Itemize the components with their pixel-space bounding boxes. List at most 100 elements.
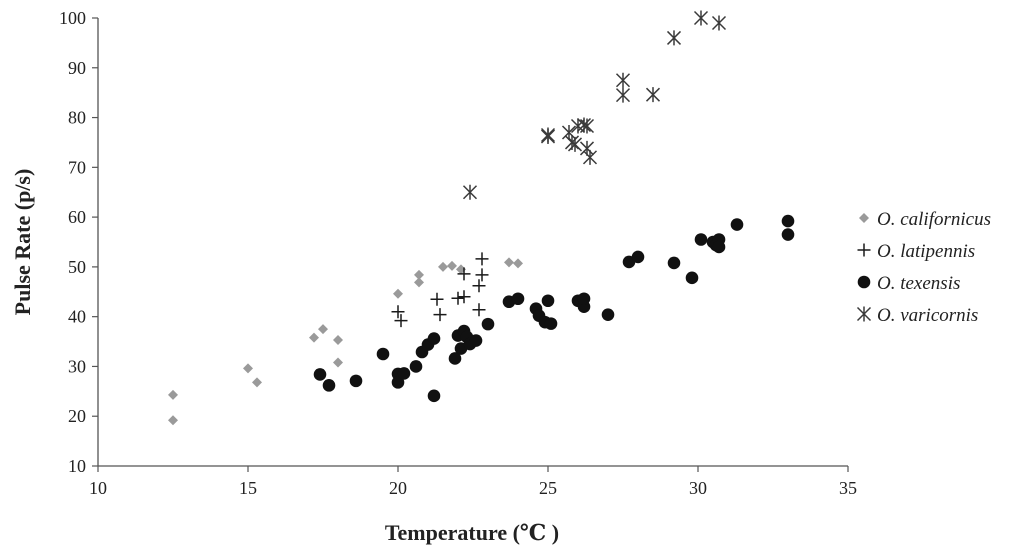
data-point <box>168 415 178 426</box>
data-point <box>781 228 795 241</box>
y-tick-label: 10 <box>68 456 86 476</box>
y-tick-label: 90 <box>68 58 86 78</box>
legend-entry: O. californicus <box>859 209 991 230</box>
legend-marker <box>856 306 872 322</box>
legend-marker <box>857 275 871 289</box>
y-tick-label: 50 <box>68 257 86 277</box>
x-tick-label: 35 <box>839 478 857 498</box>
data-point <box>318 324 328 335</box>
y-tick-label: 100 <box>59 8 86 28</box>
x-tick-label: 25 <box>539 478 557 498</box>
data-point <box>481 317 495 331</box>
legend-label: O. texensis <box>877 273 960 294</box>
data-point <box>243 363 253 374</box>
data-point <box>469 334 483 347</box>
series-circle <box>313 214 795 403</box>
legend-entry: O. varicornis <box>856 305 978 326</box>
data-point <box>438 261 448 272</box>
data-point <box>391 376 405 389</box>
data-point <box>409 360 423 373</box>
data-point <box>393 288 403 299</box>
data-point <box>711 15 727 31</box>
data-point <box>541 294 555 308</box>
data-point <box>631 250 645 264</box>
data-points <box>168 10 795 426</box>
data-point <box>457 290 471 304</box>
x-tick-label: 10 <box>89 478 107 498</box>
data-point <box>376 347 390 361</box>
data-point <box>414 277 424 288</box>
data-point <box>475 252 489 266</box>
data-point <box>540 128 556 144</box>
legend-marker <box>859 213 869 223</box>
series-diamond <box>168 257 523 426</box>
data-point <box>601 308 615 321</box>
data-point <box>252 377 262 388</box>
data-point <box>427 332 441 345</box>
data-point <box>430 292 444 306</box>
y-tick-label: 20 <box>68 406 86 426</box>
y-tick-label: 40 <box>68 307 86 327</box>
legend-label: O. californicus <box>877 209 991 230</box>
data-point <box>472 303 486 317</box>
data-point <box>667 256 681 270</box>
legend-marker <box>857 243 871 257</box>
data-point <box>577 292 591 306</box>
data-point <box>513 258 523 269</box>
data-point <box>615 87 631 103</box>
data-point <box>472 279 486 293</box>
data-point <box>504 257 514 268</box>
legend-entry: O. latipennis <box>857 241 975 262</box>
legend-entry: O. texensis <box>857 273 960 294</box>
data-point <box>333 335 343 346</box>
data-point <box>457 267 471 281</box>
data-point <box>394 314 408 328</box>
x-axis-title: Temperature (℃ ) <box>385 520 559 545</box>
series-plus <box>391 252 489 328</box>
data-point <box>433 308 447 322</box>
data-point <box>712 240 726 254</box>
data-point <box>391 305 405 319</box>
data-point <box>694 233 708 246</box>
legend-label: O. latipennis <box>877 241 975 262</box>
y-axis-title: Pulse Rate (p/s) <box>10 169 35 316</box>
data-point <box>447 260 457 271</box>
x-tick-label: 15 <box>239 478 257 498</box>
data-point <box>645 87 661 103</box>
data-point <box>451 291 465 305</box>
data-point <box>511 292 525 306</box>
data-point <box>567 136 583 152</box>
data-point <box>397 367 411 380</box>
data-point <box>168 389 178 400</box>
y-tick-label: 80 <box>68 108 86 128</box>
legend-label: O. varicornis <box>877 305 978 326</box>
series-asterisk <box>462 10 727 200</box>
axes <box>92 17 849 472</box>
data-point <box>579 118 595 134</box>
data-point <box>349 374 363 388</box>
x-tick-label: 20 <box>389 478 407 498</box>
data-point <box>313 368 327 381</box>
data-point <box>666 30 682 46</box>
data-point <box>615 72 631 88</box>
data-point <box>781 214 795 228</box>
data-point <box>544 317 558 330</box>
data-point <box>448 352 462 365</box>
data-point <box>685 271 699 285</box>
data-point <box>427 389 441 403</box>
data-point <box>322 379 336 392</box>
x-tick-label: 30 <box>689 478 707 498</box>
legend: O. californicus O. latipennis O. texensis O… <box>856 209 991 326</box>
tick-labels: 10 20 30 40 50 60 70 80 90 100 10 15 20 25 30 35 <box>59 8 857 498</box>
data-point <box>730 218 744 231</box>
data-point <box>414 269 424 280</box>
data-point <box>462 184 478 200</box>
y-tick-label: 70 <box>68 157 86 177</box>
data-point <box>309 332 319 343</box>
data-point <box>693 10 709 26</box>
y-tick-label: 60 <box>68 207 86 227</box>
data-point <box>582 149 598 165</box>
y-tick-label: 30 <box>68 356 86 376</box>
data-point <box>333 357 343 368</box>
